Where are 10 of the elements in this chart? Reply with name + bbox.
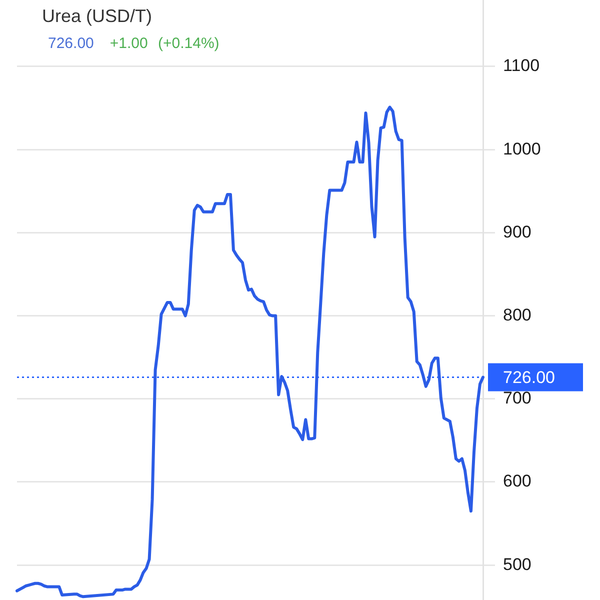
y-tick-label: 1000 xyxy=(503,139,541,158)
chart-title: Urea (USD/T) xyxy=(42,5,154,27)
y-tick-label: 500 xyxy=(503,554,532,574)
y-tick-label: 900 xyxy=(503,222,532,242)
y-tick-label: 600 xyxy=(503,472,532,491)
y-tick-label: 800 xyxy=(503,305,532,324)
text: 726.00 +1.00 (+0.14%) xyxy=(48,35,220,52)
y-tick-label: 1100 xyxy=(503,56,540,76)
ref-line-label: 726.00 xyxy=(503,368,555,387)
y-tick-label: 700 xyxy=(503,388,532,408)
